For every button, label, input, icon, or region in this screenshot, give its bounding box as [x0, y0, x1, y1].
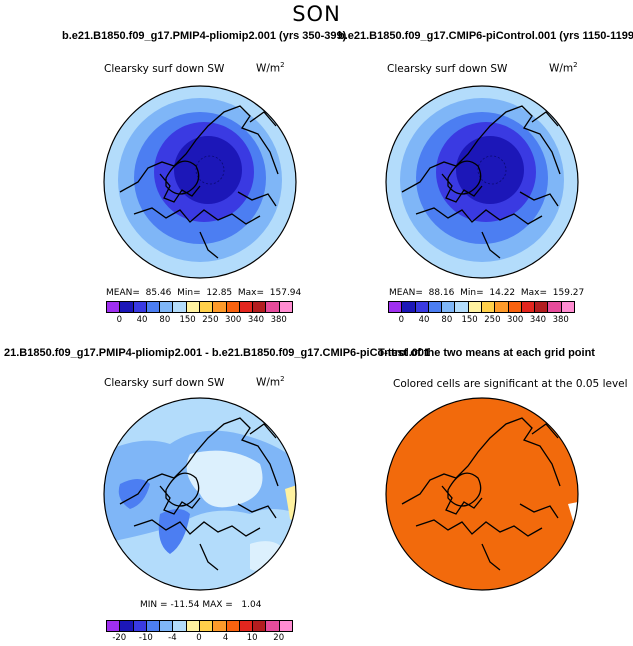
colorbar-tick-label: 80: [159, 315, 171, 325]
panel3-coastline: [119, 417, 279, 571]
panel2-variable: Clearsky surf down SW: [387, 63, 508, 75]
panel2-colorbar-ticks: 0 40 80 150 250 300 340 380: [388, 315, 574, 327]
colorbar-swatch: [160, 621, 174, 631]
colorbar-swatch: [146, 302, 161, 312]
colorbar-swatch: [133, 302, 147, 312]
colorbar-tick-label: 40: [136, 315, 148, 325]
colorbar-swatch: [253, 621, 267, 631]
panel2-stats: MEAN= 88.16 Min= 14.22 Max= 159.27: [389, 288, 585, 298]
panel3-stats: MIN = -11.54 MAX = 1.04: [140, 600, 262, 610]
colorbar-swatch: [402, 302, 416, 312]
colorbar-tick-label: 0: [116, 315, 122, 325]
panel1-variable: Clearsky surf down SW: [104, 63, 225, 75]
panel2-units: W/m2: [549, 61, 578, 75]
colorbar-tick-label: 4: [222, 633, 229, 643]
colorbar-tick-label: -20: [112, 633, 127, 643]
colorbar-tick-label: -10: [138, 633, 153, 643]
panel4-title: T-test of the two means at each grid poi…: [378, 347, 595, 359]
colorbar-swatch: [535, 302, 549, 312]
colorbar-swatch: [468, 302, 482, 312]
panel4-map: [385, 397, 579, 591]
panel1-title: b.e21.B1850.f09_g17.PMIP4-pliomip2.001 (…: [62, 30, 347, 42]
colorbar-swatch: [213, 621, 227, 631]
panel3-units: W/m2: [256, 375, 285, 389]
colorbar-swatch: [253, 302, 267, 312]
panel4-variable: Colored cells are significant at the 0.0…: [393, 378, 628, 390]
colorbar-swatch: [226, 621, 240, 631]
colorbar-swatch: [186, 621, 200, 631]
colorbar-swatch: [495, 302, 509, 312]
colorbar-tick-label: 150: [179, 315, 196, 325]
colorbar-swatch: [266, 621, 280, 631]
colorbar-tick-label: -4: [168, 633, 177, 643]
panel1-coastline: [119, 105, 279, 259]
colorbar-swatch: [226, 302, 240, 312]
colorbar-swatch: [120, 621, 134, 631]
colorbar-tick-label: 250: [202, 315, 219, 325]
colorbar-tick-label: 20: [273, 633, 285, 643]
colorbar-swatch: [160, 302, 174, 312]
panel1-colorbar: [106, 301, 293, 313]
panel1-map: [103, 85, 297, 279]
colorbar-swatch: [146, 621, 161, 631]
colorbar-tick-label: 300: [225, 315, 242, 325]
colorbar-swatch: [173, 302, 187, 312]
colorbar-tick-label: 300: [507, 315, 524, 325]
panel3-colorbar-ticks: -20 -10 -4 0 4 10 20: [106, 633, 292, 645]
panel1-stats: MEAN= 85.46 Min= 12.85 Max= 157.94: [106, 288, 302, 298]
colorbar-tick-label: 0: [196, 633, 202, 643]
colorbar-swatch: [442, 302, 456, 312]
colorbar-swatch: [455, 302, 469, 312]
colorbar-swatch: [279, 621, 293, 631]
colorbar-tick-label: 250: [484, 315, 501, 325]
season-title: SON: [292, 2, 341, 26]
colorbar-swatch: [389, 302, 403, 312]
colorbar-swatch: [107, 302, 121, 312]
colorbar-tick-label: 380: [270, 315, 287, 325]
panel1-colorbar-ticks: 0 40 80 150 250 300 340 380: [106, 315, 292, 327]
panel3-map: [103, 397, 297, 591]
colorbar-swatch: [239, 302, 254, 312]
colorbar-tick-label: 340: [247, 315, 265, 325]
panel4-significance-fill: [386, 398, 578, 590]
panel3-colorbar: [106, 620, 293, 632]
colorbar-swatch: [521, 302, 536, 312]
colorbar-tick-label: 40: [418, 315, 430, 325]
colorbar-tick-label: 150: [461, 315, 478, 325]
panel1-units: W/m2: [256, 61, 285, 75]
colorbar-swatch: [239, 621, 254, 631]
colorbar-swatch: [279, 302, 293, 312]
colorbar-tick-label: 80: [441, 315, 453, 325]
colorbar-swatch: [561, 302, 575, 312]
colorbar-tick-label: 10: [246, 633, 258, 643]
colorbar-swatch: [133, 621, 147, 631]
colorbar-swatch: [415, 302, 429, 312]
colorbar-swatch: [199, 302, 214, 312]
colorbar-tick-label: 0: [398, 315, 404, 325]
panel4-coastline: [401, 417, 561, 571]
colorbar-swatch: [173, 621, 187, 631]
colorbar-swatch: [213, 302, 227, 312]
colorbar-swatch: [186, 302, 200, 312]
panel2-map: [385, 85, 579, 279]
panel2-colorbar: [388, 301, 575, 313]
colorbar-swatch: [428, 302, 443, 312]
panel2-coastline: [401, 105, 561, 259]
colorbar-swatch: [107, 621, 121, 631]
colorbar-swatch: [508, 302, 522, 312]
panel3-title: 21.B1850.f09_g17.PMIP4-pliomip2.001 - b.…: [4, 347, 431, 359]
colorbar-swatch: [120, 302, 134, 312]
colorbar-tick-label: 340: [529, 315, 547, 325]
colorbar-swatch: [548, 302, 562, 312]
colorbar-tick-label: 380: [552, 315, 569, 325]
panel3-variable: Clearsky surf down SW: [104, 377, 225, 389]
colorbar-swatch: [266, 302, 280, 312]
colorbar-swatch: [199, 621, 214, 631]
panel2-title: b.e21.B1850.f09_g17.CMIP6-piControl.001 …: [338, 30, 633, 42]
colorbar-swatch: [481, 302, 496, 312]
